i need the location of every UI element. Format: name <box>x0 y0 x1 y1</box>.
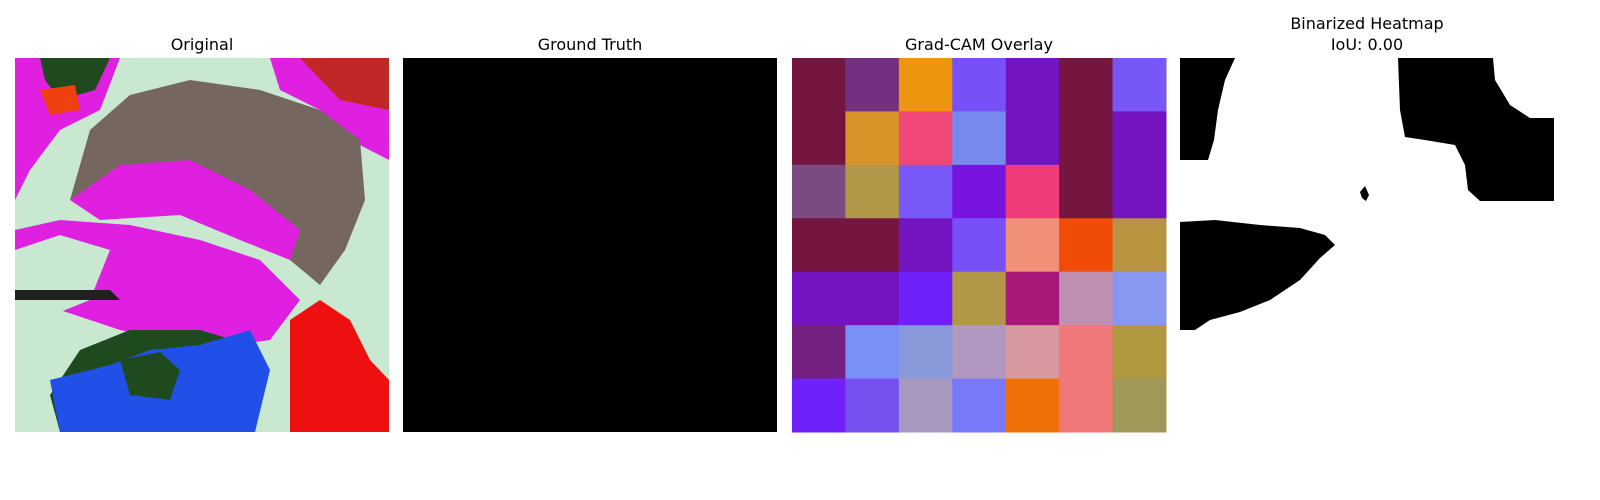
gradcam-cell <box>792 378 846 433</box>
gradcam-cell <box>952 325 1007 380</box>
gradcam-cell <box>952 218 1007 273</box>
gradcam-cell <box>1059 325 1114 380</box>
gradcam-cell <box>845 378 900 433</box>
gradcam-cell <box>792 271 846 326</box>
gradcam-cell <box>952 378 1007 433</box>
panel-title: Original <box>171 35 234 54</box>
gradcam-cell <box>1112 378 1167 433</box>
gradcam-cell <box>1059 271 1114 326</box>
gradcam-cell <box>1112 164 1167 219</box>
gradcam-cell <box>898 378 953 433</box>
panel-title: IoU: 0.00 <box>1331 35 1403 54</box>
gradcam-cell <box>1059 58 1114 112</box>
gradcam-cell <box>792 218 846 273</box>
gradcam-cell <box>952 271 1007 326</box>
gradcam-cell <box>898 218 953 273</box>
gradcam-cell <box>1112 111 1167 166</box>
gradcam-cell <box>898 111 953 166</box>
gradcam-cell <box>845 58 900 112</box>
gradcam-cell <box>792 111 846 166</box>
gradcam-cell <box>952 111 1007 166</box>
gradcam-cell <box>1059 111 1114 166</box>
gradcam-cell <box>952 164 1007 219</box>
gradcam-cell <box>792 164 846 219</box>
gradcam-cell <box>1005 378 1060 433</box>
gradcam-cell <box>845 111 900 166</box>
panel-title: Binarized Heatmap <box>1290 14 1443 33</box>
gradcam-cell <box>898 164 953 219</box>
original-image <box>15 58 389 432</box>
gradcam-cell <box>792 325 846 380</box>
gradcam-cell <box>898 271 953 326</box>
gradcam-cell <box>1005 325 1060 380</box>
gradcam-cell <box>1005 58 1060 112</box>
gradcam-cell <box>898 58 953 112</box>
gradcam-cell <box>1112 58 1167 112</box>
gradcam-cell <box>1005 111 1060 166</box>
gradcam-cell <box>1112 271 1167 326</box>
gradcam-cell <box>845 164 900 219</box>
binarized-image <box>1180 58 1554 432</box>
gradcam-cell <box>952 58 1007 112</box>
gradcam-image <box>792 58 1167 433</box>
gradcam-cell <box>792 58 846 112</box>
gradcam-cell <box>1112 218 1167 273</box>
gradcam-cell <box>1005 218 1060 273</box>
gradcam-cell <box>898 325 953 380</box>
ground-truth-image <box>403 58 777 432</box>
gradcam-cell <box>1005 164 1060 219</box>
gradcam-cell <box>1059 218 1114 273</box>
gradcam-cell <box>1059 164 1114 219</box>
gradcam-cell <box>1005 271 1060 326</box>
gradcam-cell <box>1059 378 1114 433</box>
gradcam-cell <box>845 271 900 326</box>
gradcam-cell <box>845 218 900 273</box>
gradcam-cell <box>845 325 900 380</box>
gradcam-cell <box>1112 325 1167 380</box>
panel-title: Ground Truth <box>538 35 643 54</box>
panel-title: Grad-CAM Overlay <box>905 35 1053 54</box>
